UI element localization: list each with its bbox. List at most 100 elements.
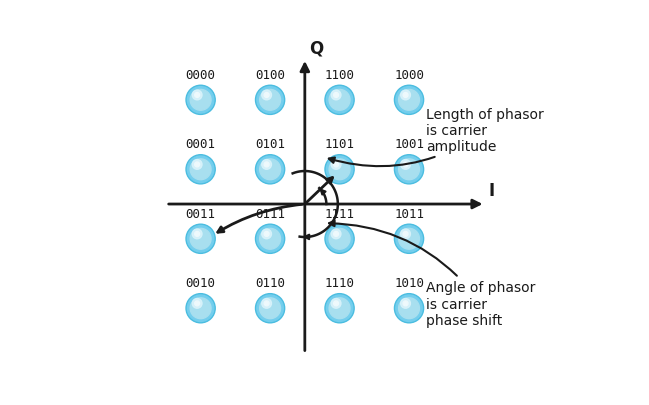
Circle shape (190, 298, 211, 319)
Text: 1010: 1010 (394, 277, 424, 290)
Text: 0101: 0101 (255, 138, 285, 151)
Circle shape (396, 295, 422, 322)
Circle shape (334, 162, 339, 167)
Text: 1000: 1000 (394, 68, 424, 81)
Circle shape (260, 160, 280, 180)
Circle shape (260, 298, 280, 319)
Circle shape (256, 225, 285, 254)
Circle shape (396, 157, 422, 183)
Circle shape (264, 301, 269, 306)
Circle shape (400, 230, 410, 239)
Circle shape (334, 301, 339, 306)
Circle shape (398, 90, 419, 111)
Circle shape (325, 156, 354, 184)
Circle shape (329, 229, 350, 249)
Circle shape (325, 294, 354, 323)
Circle shape (262, 91, 271, 100)
Circle shape (192, 160, 202, 170)
Circle shape (264, 232, 269, 237)
Circle shape (403, 232, 408, 237)
Circle shape (400, 91, 410, 100)
Circle shape (262, 230, 271, 239)
Circle shape (400, 299, 410, 309)
Text: I: I (489, 181, 495, 199)
Circle shape (192, 230, 202, 239)
Circle shape (398, 160, 419, 180)
Circle shape (188, 226, 214, 252)
Circle shape (256, 294, 285, 323)
Circle shape (264, 162, 269, 167)
Circle shape (331, 299, 341, 309)
Circle shape (334, 232, 339, 237)
Text: Length of phasor
is carrier
amplitude: Length of phasor is carrier amplitude (329, 107, 544, 167)
Circle shape (190, 229, 211, 249)
Circle shape (395, 294, 424, 323)
Circle shape (195, 162, 200, 167)
Circle shape (260, 229, 280, 249)
Circle shape (403, 93, 408, 98)
Text: 1110: 1110 (324, 277, 354, 290)
Circle shape (195, 93, 200, 98)
Text: 0010: 0010 (186, 277, 215, 290)
Circle shape (334, 93, 339, 98)
Text: 0110: 0110 (255, 277, 285, 290)
Circle shape (331, 91, 341, 100)
Circle shape (395, 156, 424, 184)
Circle shape (195, 301, 200, 306)
Circle shape (186, 225, 215, 254)
Circle shape (398, 298, 419, 319)
Circle shape (257, 87, 283, 114)
Circle shape (190, 90, 211, 111)
Circle shape (331, 230, 341, 239)
Circle shape (325, 86, 354, 115)
Circle shape (188, 87, 214, 114)
Text: Q: Q (309, 39, 323, 57)
Text: 0001: 0001 (186, 138, 215, 151)
Circle shape (195, 232, 200, 237)
Text: 0111: 0111 (255, 207, 285, 220)
Circle shape (400, 160, 410, 170)
Text: Angle of phasor
is carrier
phase shift: Angle of phasor is carrier phase shift (329, 221, 536, 327)
Text: 1001: 1001 (394, 138, 424, 151)
Circle shape (264, 93, 269, 98)
Circle shape (326, 157, 353, 183)
Text: 1011: 1011 (394, 207, 424, 220)
Circle shape (403, 162, 408, 167)
Circle shape (262, 160, 271, 170)
Circle shape (396, 226, 422, 252)
Circle shape (186, 86, 215, 115)
Circle shape (329, 160, 350, 180)
Circle shape (260, 90, 280, 111)
Circle shape (257, 157, 283, 183)
Circle shape (398, 229, 419, 249)
Text: 1101: 1101 (324, 138, 354, 151)
Text: 1100: 1100 (324, 68, 354, 81)
Circle shape (395, 225, 424, 254)
Circle shape (186, 156, 215, 184)
Circle shape (186, 294, 215, 323)
Circle shape (192, 91, 202, 100)
Circle shape (395, 86, 424, 115)
Circle shape (326, 87, 353, 114)
Text: 0000: 0000 (186, 68, 215, 81)
Circle shape (329, 298, 350, 319)
Circle shape (188, 295, 214, 322)
Circle shape (262, 299, 271, 309)
Circle shape (256, 86, 285, 115)
Text: 1111: 1111 (324, 207, 354, 220)
Circle shape (188, 157, 214, 183)
Circle shape (190, 160, 211, 180)
Circle shape (325, 225, 354, 254)
Circle shape (331, 160, 341, 170)
Circle shape (329, 90, 350, 111)
Circle shape (326, 295, 353, 322)
Text: 0100: 0100 (255, 68, 285, 81)
Text: 0011: 0011 (186, 207, 215, 220)
Circle shape (192, 299, 202, 309)
Circle shape (256, 156, 285, 184)
Circle shape (403, 301, 408, 306)
Circle shape (257, 295, 283, 322)
Circle shape (326, 226, 353, 252)
Circle shape (257, 226, 283, 252)
Circle shape (396, 87, 422, 114)
